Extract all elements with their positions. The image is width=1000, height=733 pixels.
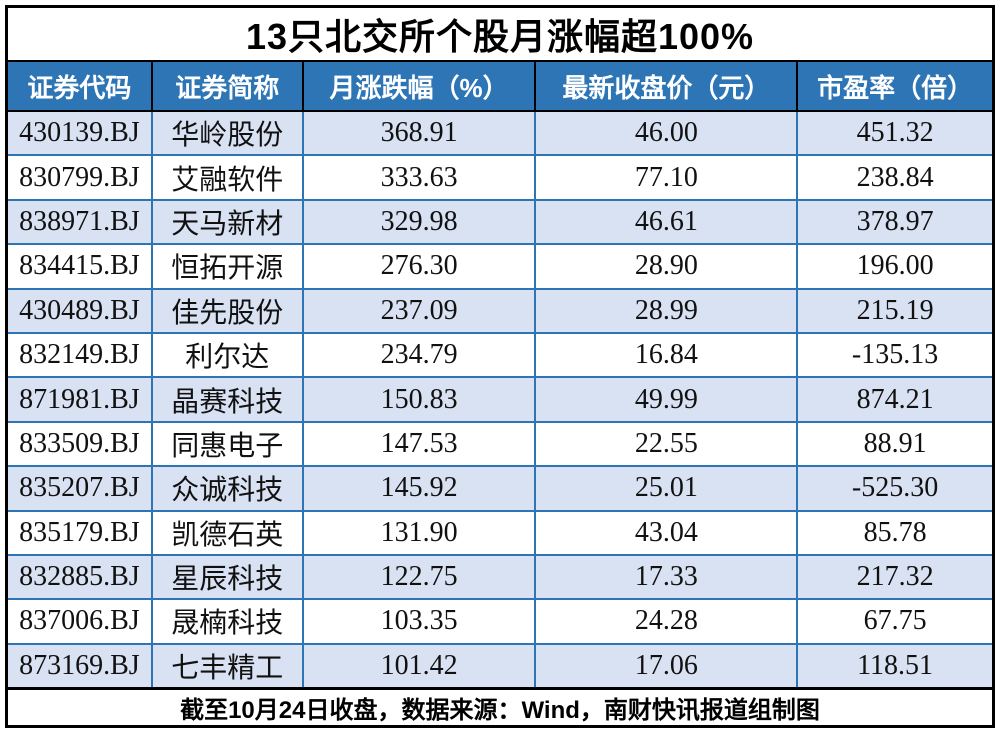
cell-latest-close: 49.99 [536, 378, 799, 421]
cell-security-code: 871981.BJ [8, 378, 153, 421]
cell-monthly-change: 147.53 [304, 422, 537, 466]
cell-security-code: 835179.BJ [8, 511, 153, 554]
table-row: 430489.BJ 佳先股份 237.09 28.99 215.19 [8, 289, 992, 334]
cell-security-name: 同惠电子 [153, 422, 304, 466]
cell-pe-ratio: 378.97 [856, 205, 934, 237]
cell-pe-ratio: -525.30 [851, 472, 939, 504]
table-row: 833509.BJ 同惠电子 147.53 22.55 88.91 [8, 422, 992, 468]
cell-security-name: 晟楠科技 [153, 600, 304, 643]
cell-security-name: 佳先股份 [153, 289, 304, 332]
table-header-row: 证券代码 证券简称 月涨跌幅（%） 最新收盘价（元） 市盈率（倍） [8, 62, 992, 112]
cell-monthly-change: 103.35 [304, 600, 537, 643]
cell-latest-close: 17.33 [536, 555, 799, 599]
cell-security-code: 834415.BJ [8, 245, 153, 288]
table-row: 832149.BJ 利尔达 234.79 16.84 -135.13 [8, 333, 992, 379]
cell-latest-close: 28.90 [536, 245, 799, 288]
cell-monthly-change: 333.63 [304, 156, 537, 199]
cell-latest-close: 77.10 [536, 156, 799, 199]
cell-pe-ratio: 874.21 [856, 383, 934, 415]
cell-pe-ratio: 215.19 [856, 294, 934, 326]
cell-pe-ratio: 88.91 [863, 427, 927, 459]
cell-security-name: 华岭股份 [153, 112, 304, 155]
cell-latest-close: 43.04 [536, 511, 799, 554]
table-row: 837006.BJ 晟楠科技 103.35 24.28 67.75 [8, 600, 992, 645]
cell-security-name: 恒拓开源 [153, 245, 304, 288]
cell-security-name: 天马新材 [153, 200, 304, 244]
cell-security-name: 众诚科技 [153, 467, 304, 510]
cell-pe-ratio: 67.75 [863, 605, 927, 637]
cell-security-code: 873169.BJ [8, 644, 153, 688]
cell-security-name: 凯德石英 [153, 511, 304, 554]
cell-latest-close: 46.61 [536, 200, 799, 244]
table-row: 834415.BJ 恒拓开源 276.30 28.90 196.00 [8, 245, 992, 290]
cell-monthly-change: 145.92 [304, 467, 537, 510]
cell-pe-ratio: 196.00 [856, 250, 934, 282]
cell-security-code: 835207.BJ [8, 467, 153, 510]
cell-latest-close: 24.28 [536, 600, 799, 643]
table-body: 430139.BJ 华岭股份 368.91 46.00 451.32 83079… [8, 112, 992, 688]
table-row: 832885.BJ 星辰科技 122.75 17.33 217.32 [8, 555, 992, 601]
cell-monthly-change: 329.98 [304, 200, 537, 244]
cell-security-name: 晶赛科技 [153, 378, 304, 421]
cell-pe-ratio: 217.32 [856, 561, 934, 593]
cell-security-name: 艾融软件 [153, 156, 304, 199]
cell-security-code: 837006.BJ [8, 600, 153, 643]
column-header-latest-close: 最新收盘价（元） [536, 62, 799, 110]
column-header-pe-ratio: 市盈率（倍） [817, 72, 974, 103]
table-footnote: 截至10月24日收盘，数据来源：Wind，南财快讯报道组制图 [8, 687, 992, 725]
cell-monthly-change: 122.75 [304, 555, 537, 599]
cell-monthly-change: 276.30 [304, 245, 537, 288]
table-row: 835179.BJ 凯德石英 131.90 43.04 85.78 [8, 511, 992, 556]
cell-security-code: 833509.BJ [8, 422, 153, 466]
cell-pe-ratio: 451.32 [856, 117, 934, 149]
cell-pe-ratio: 85.78 [863, 516, 927, 548]
column-header-monthly-change: 月涨跌幅（%） [304, 62, 537, 110]
table-row: 835207.BJ 众诚科技 145.92 25.01 -525.30 [8, 467, 992, 512]
cell-monthly-change: 150.83 [304, 378, 537, 421]
cell-pe-ratio: -135.13 [851, 339, 939, 371]
cell-latest-close: 25.01 [536, 467, 799, 510]
cell-latest-close: 28.99 [536, 289, 799, 332]
cell-monthly-change: 131.90 [304, 511, 537, 554]
column-header-security-code: 证券代码 [8, 62, 153, 110]
cell-security-name: 七丰精工 [153, 644, 304, 688]
table-row: 873169.BJ 七丰精工 101.42 17.06 118.51 [8, 644, 992, 688]
cell-monthly-change: 237.09 [304, 289, 537, 332]
cell-security-code: 830799.BJ [8, 156, 153, 199]
table-row: 830799.BJ 艾融软件 333.63 77.10 238.84 [8, 156, 992, 201]
cell-security-name: 星辰科技 [153, 555, 304, 599]
cell-monthly-change: 101.42 [304, 644, 537, 688]
cell-pe-ratio: 118.51 [857, 649, 934, 681]
cell-security-name: 利尔达 [153, 333, 304, 377]
table-row: 871981.BJ 晶赛科技 150.83 49.99 874.21 [8, 378, 992, 423]
table-row: 430139.BJ 华岭股份 368.91 46.00 451.32 [8, 112, 992, 157]
cell-pe-ratio: 238.84 [856, 161, 934, 193]
cell-security-code: 430139.BJ [8, 112, 153, 155]
cell-latest-close: 16.84 [536, 333, 799, 377]
cell-latest-close: 46.00 [536, 112, 799, 155]
cell-latest-close: 22.55 [536, 422, 799, 466]
cell-security-code: 838971.BJ [8, 200, 153, 244]
cell-security-code: 430489.BJ [8, 289, 153, 332]
cell-security-code: 832149.BJ [8, 333, 153, 377]
column-header-security-name: 证券简称 [153, 62, 304, 110]
stock-gain-table: 13只北交所个股月涨幅超100% 证券代码 证券简称 月涨跌幅（%） 最新收盘价… [5, 5, 995, 728]
cell-latest-close: 17.06 [536, 644, 799, 688]
table-row: 838971.BJ 天马新材 329.98 46.61 378.97 [8, 200, 992, 246]
cell-monthly-change: 234.79 [304, 333, 537, 377]
cell-security-code: 832885.BJ [8, 555, 153, 599]
table-title: 13只北交所个股月涨幅超100% [8, 8, 992, 62]
cell-monthly-change: 368.91 [304, 112, 537, 155]
